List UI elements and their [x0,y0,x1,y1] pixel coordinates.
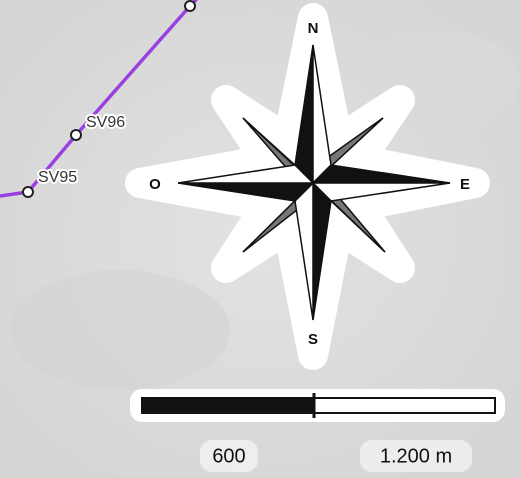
scale-label-backdrop [200,440,258,472]
terrain-shade [10,270,230,390]
compass-label: S [308,331,318,348]
route-point-label: SV96 [86,114,125,131]
route-point-label: SV95 [38,169,77,186]
route-point[interactable] [184,0,196,12]
route-point[interactable] [70,129,82,141]
compass-label: E [460,176,470,193]
scale-label-backdrop [360,440,472,472]
scale-label: 600 [212,445,245,467]
compass-rose [177,44,451,321]
scale-bar-segment [141,397,315,414]
scale-label: 1.200 m [380,445,452,467]
compass-label: N [308,20,319,37]
route-point[interactable] [22,186,34,198]
scale-bar-segment [313,397,496,414]
compass-label: O [149,176,161,193]
compass-point [177,164,315,184]
